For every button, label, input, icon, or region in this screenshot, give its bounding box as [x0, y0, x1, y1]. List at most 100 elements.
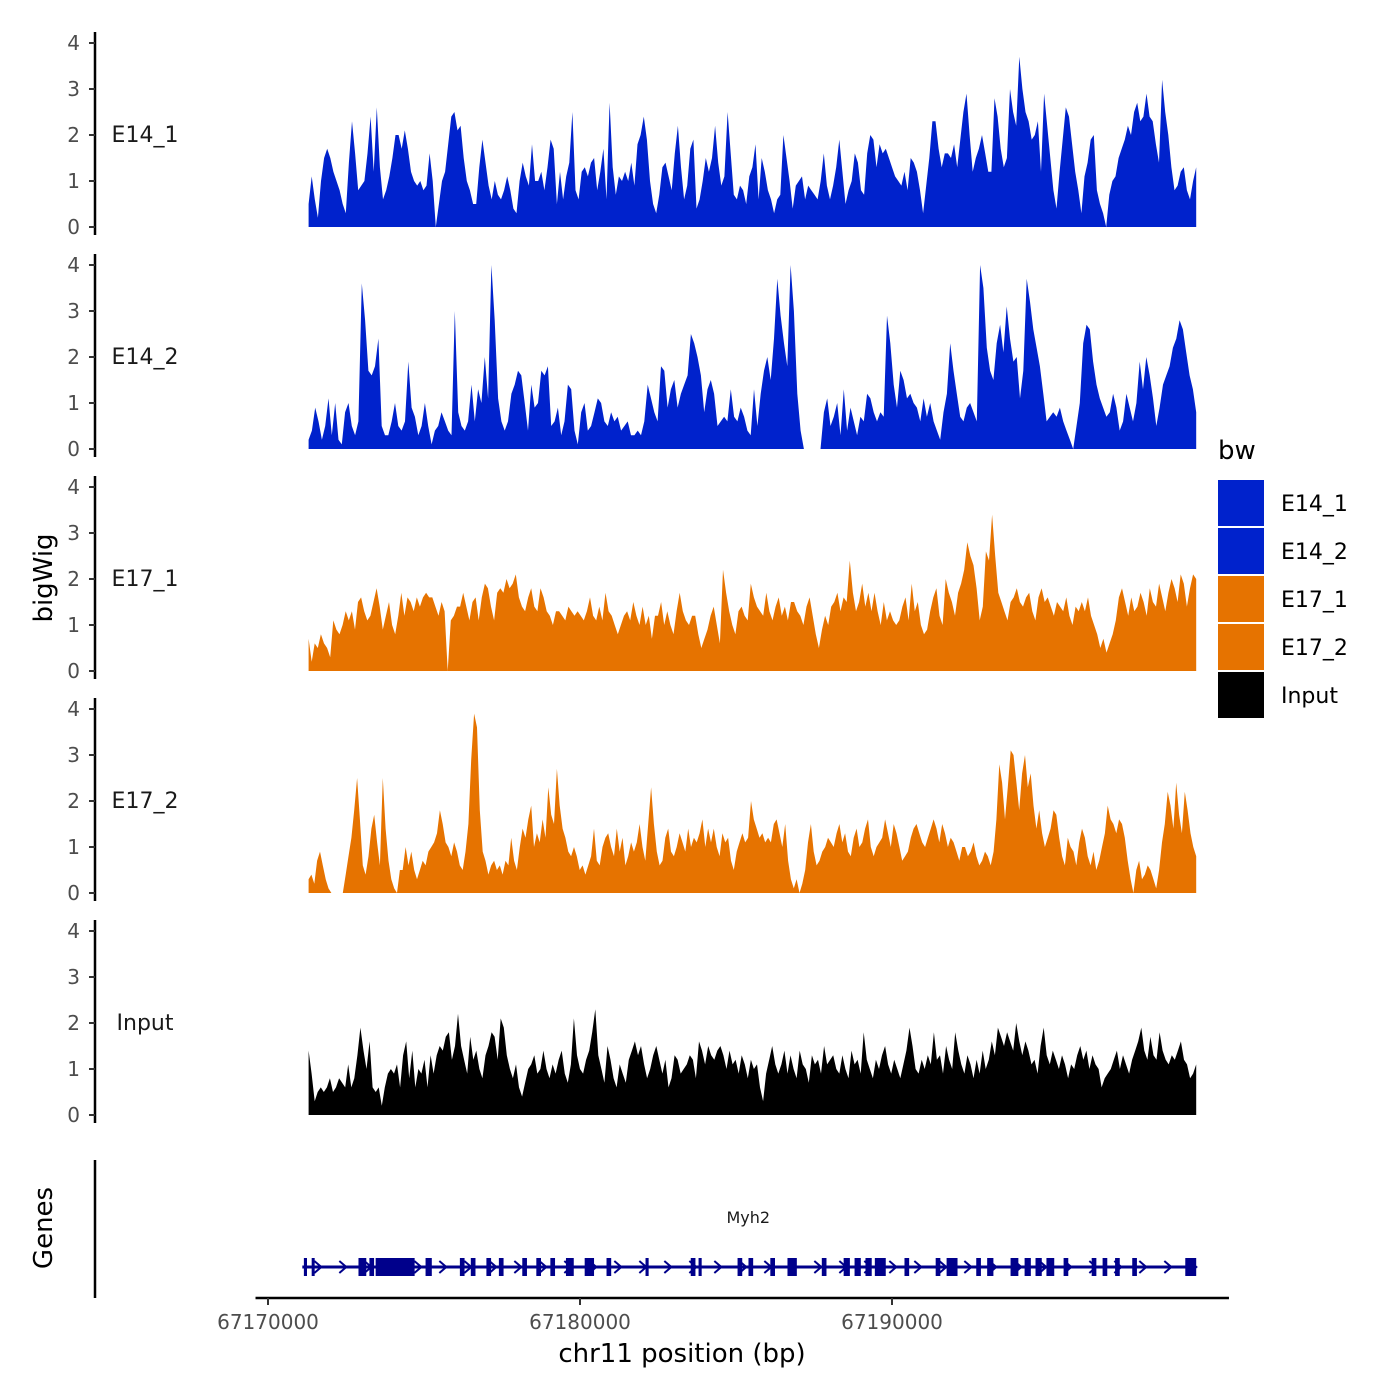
strand-arrow [538, 1260, 548, 1274]
legend-item-E14_2: E14_2 [1218, 528, 1348, 574]
gene-exon [854, 1258, 861, 1276]
track-label: E17_2 [112, 789, 179, 814]
y-tick-label: 2 [67, 1011, 80, 1035]
track-E17_1: 0 1 2 3 4 E17_1 [67, 475, 1197, 683]
legend-label: E17_2 [1281, 636, 1348, 661]
y-tick-label: 0 [67, 437, 80, 461]
y-tick-label: 0 [67, 215, 80, 239]
y-tick-label: 2 [67, 567, 80, 591]
y-tick-label: 3 [67, 299, 80, 323]
y-tick-label: 4 [67, 475, 80, 499]
gene-exon [606, 1258, 612, 1276]
genes-axis-title: Genes [29, 1187, 59, 1269]
gene-name-label: Myh2 [726, 1208, 770, 1227]
coverage-area-E14_1 [308, 56, 1197, 227]
y-tick-label: 0 [67, 1103, 80, 1127]
y-tick-label: 2 [67, 123, 80, 147]
gene-exon [1091, 1258, 1097, 1276]
gene-exon [1024, 1258, 1031, 1276]
gene-exon [843, 1258, 850, 1276]
x-tick-label: 67170000 [217, 1310, 319, 1334]
legend-swatch [1218, 480, 1264, 526]
legend-label: E14_1 [1281, 492, 1348, 517]
gene-exon [1035, 1258, 1042, 1276]
legend-item-Input: Input [1218, 672, 1338, 718]
strand-arrow [513, 1260, 523, 1274]
gene-exon [1185, 1258, 1197, 1276]
y-tick-label: 1 [67, 835, 80, 859]
track-Input: 0 1 2 3 4 Input [67, 919, 1197, 1127]
gene-exon [1010, 1258, 1019, 1276]
gene-exon [486, 1258, 492, 1276]
gene-exon [498, 1258, 504, 1276]
gene-exon [1046, 1258, 1055, 1276]
y-axis-title: bigWig [29, 533, 59, 622]
y-tick-label: 2 [67, 789, 80, 813]
gene-Myh2: Myh2 [302, 1208, 1198, 1276]
strand-arrow [613, 1260, 623, 1274]
track-E14_1: 0 1 2 3 4 E14_1 [67, 31, 1197, 239]
strand-arrow [1163, 1260, 1173, 1274]
track-E17_2: 0 1 2 3 4 E17_2 [67, 697, 1197, 905]
gene-exon [550, 1258, 556, 1276]
y-tick-label: 0 [67, 881, 80, 905]
y-tick-label: 4 [67, 253, 80, 277]
gene-exon [946, 1258, 958, 1276]
gene-exon [522, 1258, 527, 1276]
gene-exon [645, 1258, 649, 1276]
y-tick-label: 2 [67, 345, 80, 369]
gene-exon [425, 1258, 432, 1276]
y-tick-label: 1 [67, 169, 80, 193]
gene-exon [935, 1258, 941, 1276]
x-tick-label: 67190000 [841, 1310, 943, 1334]
y-tick-label: 1 [67, 391, 80, 415]
gene-exon [690, 1258, 696, 1276]
track-label: E17_1 [112, 567, 179, 592]
coverage-area-E14_2 [820, 265, 1197, 449]
strand-arrow [338, 1260, 348, 1274]
y-tick-label: 3 [67, 521, 80, 545]
y-tick-label: 3 [67, 965, 80, 989]
gene-exon [976, 1258, 981, 1276]
gene-exon [1102, 1258, 1108, 1276]
track-label: E14_1 [112, 123, 179, 148]
strand-arrow [963, 1260, 973, 1274]
legend: bw E14_1 E14_2 E17_1 E17_2 Input [1218, 436, 1348, 718]
legend-label: E14_2 [1281, 540, 1348, 565]
y-tick-label: 1 [67, 1057, 80, 1081]
y-tick-label: 4 [67, 697, 80, 721]
track-E14_2: 0 1 2 3 4 E14_2 [67, 253, 1197, 461]
gene-exon [987, 1258, 994, 1276]
gene-exon [311, 1258, 315, 1276]
legend-item-E14_1: E14_1 [1218, 480, 1348, 526]
legend-item-E17_2: E17_2 [1218, 624, 1348, 670]
legend-swatch [1218, 672, 1264, 718]
legend-label: E17_1 [1281, 588, 1348, 613]
legend-label: Input [1281, 684, 1338, 709]
legend-item-E17_1: E17_1 [1218, 576, 1348, 622]
legend-title: bw [1218, 436, 1256, 466]
gene-exon [770, 1258, 775, 1276]
x-axis-title: chr11 position (bp) [558, 1339, 805, 1369]
x-tick-label: 67180000 [529, 1310, 631, 1334]
y-tick-label: 4 [67, 919, 80, 943]
coverage-area-Input [308, 1009, 1197, 1115]
gene-exon [1063, 1258, 1069, 1276]
strand-arrow [938, 1260, 948, 1274]
coverage-area-E14_2 [308, 265, 804, 449]
gene-exon [584, 1258, 595, 1276]
strand-arrow [713, 1260, 723, 1274]
gene-exon [459, 1258, 465, 1276]
gene-exon [470, 1258, 476, 1276]
y-tick-label: 3 [67, 743, 80, 767]
gene-exon [737, 1258, 743, 1276]
strand-arrow [438, 1260, 448, 1274]
strand-arrow [813, 1260, 823, 1274]
y-tick-label: 3 [67, 77, 80, 101]
tracks-layer: 0 1 2 3 4 E14_1 0 1 2 3 4 E14_2 0 1 2 3 4 E17_1 0 1 2 3 4 E17_2… [67, 31, 1197, 1127]
y-tick-label: 4 [67, 31, 80, 55]
y-tick-label: 1 [67, 613, 80, 637]
strand-arrow [663, 1260, 673, 1274]
strand-arrow [888, 1260, 898, 1274]
